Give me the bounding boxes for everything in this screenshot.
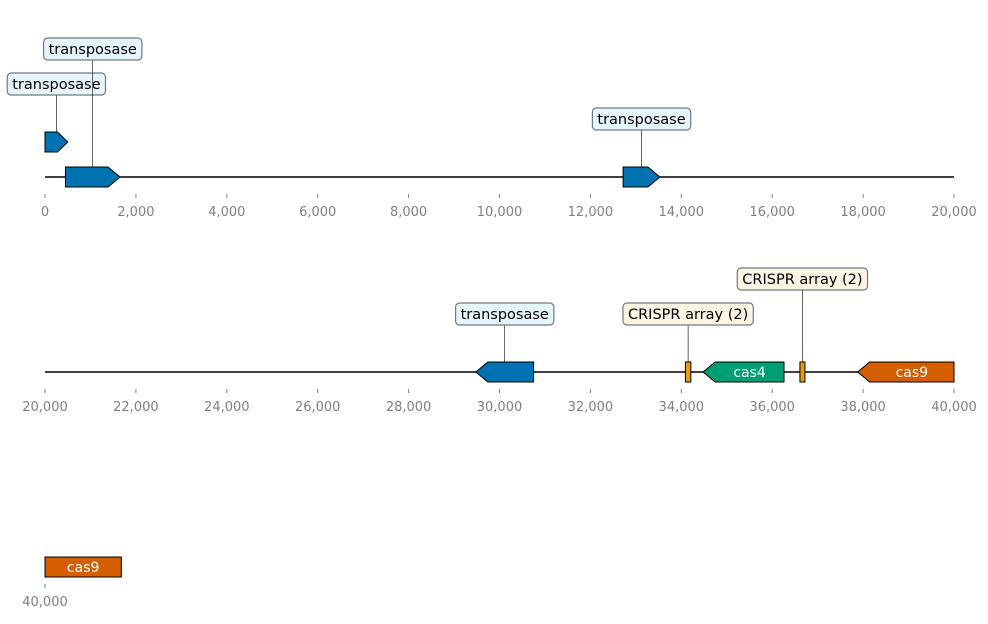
tick-label: 26,000 (295, 400, 341, 415)
cas9-gene-arrow (44, 556, 122, 578)
feature-label: CRISPR array (2) (742, 272, 862, 288)
transposase-gene-arrow (44, 131, 69, 153)
tick-label: 6,000 (299, 205, 336, 220)
tick-label: 12,000 (568, 205, 614, 220)
transposase-gene-arrow (622, 166, 661, 188)
tick-label: 38,000 (840, 400, 886, 415)
feature-label: transposase (597, 112, 685, 128)
tick-label: 10,000 (477, 205, 523, 220)
tick-label: 24,000 (204, 400, 250, 415)
tick-label: 30,000 (477, 400, 523, 415)
genome-track: 40,000 cas9 (22, 556, 122, 610)
tick-label: 2,000 (117, 205, 154, 220)
feature-label: CRISPR array (2) (628, 307, 748, 323)
tick-label: 0 (41, 205, 49, 220)
tick-label: 40,000 (22, 595, 68, 610)
tick-label: 28,000 (386, 400, 432, 415)
genome-track: 0 2,000 4,000 6,000 8,000 10,000 12,000 14,000 1… (6, 37, 977, 220)
feature-label-box (6, 72, 107, 96)
feature-label-box (736, 267, 869, 291)
tick-label: 34,000 (659, 400, 705, 415)
feature-inline-label: cas4 (733, 365, 766, 381)
feature-label: transposase (49, 42, 137, 58)
feature-label: transposase (461, 307, 549, 323)
tick-label: 8,000 (390, 205, 427, 220)
feature-label-box (622, 302, 754, 326)
tick-label: 36,000 (749, 400, 795, 415)
feature-label-box (591, 107, 692, 131)
tick-label: 40,000 (931, 400, 977, 415)
feature-label-box (454, 302, 555, 326)
transposase-gene-arrow (475, 361, 535, 383)
cas4-gene-arrow (702, 361, 785, 383)
crispr-array-feature (684, 361, 692, 383)
feature-label-box (42, 37, 143, 61)
tick-label: 14,000 (659, 205, 705, 220)
tick-label: 22,000 (113, 400, 159, 415)
tick-label: 20,000 (931, 205, 977, 220)
tick-label: 16,000 (749, 205, 795, 220)
transposase-gene-arrow (64, 166, 121, 188)
feature-label: transposase (12, 77, 100, 93)
feature-inline-label: cas9 (896, 365, 928, 381)
tick-label: 4,000 (208, 205, 245, 220)
tick-label: 32,000 (568, 400, 614, 415)
crispr-array-feature (799, 361, 806, 383)
feature-inline-label: cas9 (67, 560, 99, 576)
cas9-gene-arrow (856, 361, 955, 383)
tick-label: 18,000 (840, 205, 886, 220)
genome-track: 20,000 22,000 24,000 26,000 28,000 30,000 32,0… (22, 267, 977, 415)
tick-label: 20,000 (22, 400, 68, 415)
